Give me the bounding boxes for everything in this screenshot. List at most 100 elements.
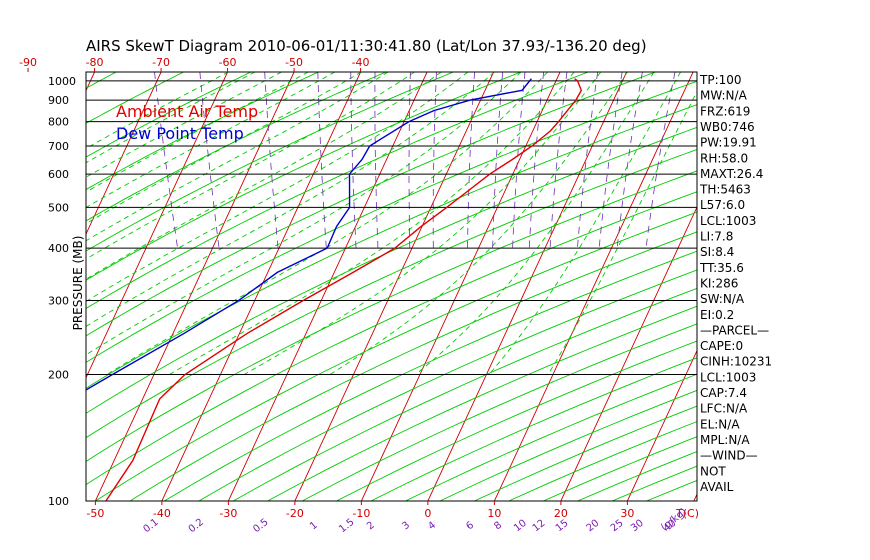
stat-line: MPL:N/A: [700, 433, 750, 447]
moist-adiabat-line: [86, 72, 229, 149]
mixing-ratio-line: [350, 72, 357, 249]
bottom-temp-tick-label: 30: [620, 507, 634, 520]
moist-adiabat-line: [169, 72, 575, 375]
bottom-temp-unit: T(C): [675, 507, 699, 520]
moist-adiabat-line: [329, 72, 628, 375]
plot-area: [86, 72, 697, 501]
mixing-ratio-line: [317, 72, 327, 249]
dry-adiabat-line: [86, 80, 697, 363]
mixing-ratio-line: [408, 72, 411, 249]
stat-line: RH:58.0: [700, 151, 748, 165]
pressure-tick-label: 400: [48, 242, 69, 255]
mixing-ratio-label: 8: [492, 520, 504, 533]
stat-line: TT:35.6: [699, 261, 744, 275]
stat-line: CAP:7.4: [700, 386, 747, 400]
mixing-ratio-line: [374, 72, 379, 249]
isotherm-line: [294, 72, 494, 501]
stat-line: TH:5463: [699, 183, 751, 197]
stat-line: —WIND—: [700, 449, 758, 463]
stat-line: MAXT:26.4: [700, 167, 763, 181]
bottom-temp-tick-label: -10: [352, 507, 370, 520]
dry-adiabat-line: [232, 287, 697, 501]
dry-adiabat-line: [301, 323, 697, 501]
stat-line: FRZ:619: [700, 104, 750, 118]
top-temp-tick-label: -50: [285, 56, 303, 69]
stat-line: LCL:1003: [700, 370, 756, 384]
bottom-temp-tick-label: -20: [286, 507, 304, 520]
dry-adiabat-line: [129, 231, 697, 501]
mixing-ratio-label: 20: [585, 518, 602, 535]
mixing-ratio-line: [616, 72, 643, 249]
mixing-ratio-line: [467, 72, 475, 249]
dry-adiabat-line: [267, 305, 697, 501]
mixing-ratio-label: 15: [554, 518, 571, 535]
stat-line: EL:N/A: [700, 417, 740, 431]
dry-adiabat-line: [86, 170, 697, 462]
stat-line: EI:0.2: [700, 308, 734, 322]
mixing-ratio-label: 4: [426, 520, 438, 533]
mixing-ratio-line: [528, 72, 545, 249]
dry-adiabat-line: [86, 126, 697, 414]
mixing-ratio-line: [492, 72, 504, 249]
isotherm-line: [626, 349, 697, 501]
isotherm-line: [94, 72, 295, 501]
stat-line: SI:8.4: [700, 245, 734, 259]
moist-adiabat-line: [86, 72, 522, 356]
stat-line: LI:7.8: [700, 230, 733, 244]
mixing-ratio-label: 3: [400, 520, 412, 533]
moist-adiabat-line: [86, 72, 469, 302]
moist-adiabat-line: [86, 72, 336, 209]
mixing-ratio-line: [598, 72, 623, 249]
isotherm-line: [161, 72, 361, 501]
isobar-lines: [86, 80, 697, 501]
legend-ambient-temp: Ambient Air Temp: [116, 102, 258, 121]
top-temp-tick-label: -60: [219, 56, 237, 69]
dry-adiabat-line: [86, 72, 454, 252]
mixing-ratio-label: 30: [629, 518, 646, 535]
dry-adiabat-line: [86, 72, 184, 124]
pressure-tick-label: 500: [48, 201, 69, 214]
mixing-ratio-line: [154, 72, 178, 249]
dry-adiabat-line: [198, 269, 697, 501]
mixing-ratio-label: 25: [609, 518, 626, 535]
pressure-tick-label: 600: [48, 168, 69, 181]
stat-line: CINH:10231: [700, 355, 772, 369]
dewpoint-temp-line: [86, 78, 532, 391]
mixing-ratio-lines: [154, 72, 676, 249]
mixing-ratio-line: [549, 72, 568, 249]
bottom-temp-tick-label: 20: [554, 507, 568, 520]
pressure-tick-label: 1000: [48, 75, 76, 88]
plot-background: [86, 72, 697, 501]
pressure-tick-label: 200: [48, 369, 69, 382]
chart-title: AIRS SkewT Diagram 2010-06-01/11:30:41.8…: [86, 37, 647, 55]
isotherm-line: [760, 72, 870, 501]
mixing-ratio-line: [432, 72, 437, 249]
moist-adiabat-line: [86, 72, 389, 242]
mixing-ratio-line: [264, 72, 279, 249]
mixing-ratio-label: 10: [512, 518, 529, 535]
stat-line: NOT: [700, 464, 726, 478]
y-axis-label: PRESSURE (MB): [71, 236, 85, 331]
dry-adiabat-line: [86, 72, 521, 281]
stat-line: KI:286: [700, 276, 738, 290]
moist-adiabat-line: [86, 72, 256, 164]
ambient-temp-line: [105, 78, 583, 501]
mixing-ratio-label: 1: [308, 520, 320, 533]
moist-adiabat-line: [86, 72, 415, 260]
moist-adiabat-line: [547, 90, 697, 375]
bottom-temp-tick-label: 0: [424, 507, 431, 520]
mixing-ratio-label: 0.5: [251, 517, 270, 535]
pressure-tick-label: 300: [48, 295, 69, 308]
moist-adiabat-line: [86, 72, 442, 280]
moist-adiabat-line: [86, 72, 309, 193]
isotherm-line: [493, 72, 694, 501]
mixing-ratio-line: [199, 72, 220, 249]
stat-line: AVAIL: [700, 480, 734, 494]
pressure-tick-label: 800: [48, 116, 69, 129]
isotherm-line: [86, 72, 228, 379]
pressure-tick-label: 700: [48, 140, 69, 153]
dry-adiabat-line: [86, 72, 656, 337]
plot-border: [85, 71, 698, 502]
dry-adiabat-line: [86, 148, 697, 439]
